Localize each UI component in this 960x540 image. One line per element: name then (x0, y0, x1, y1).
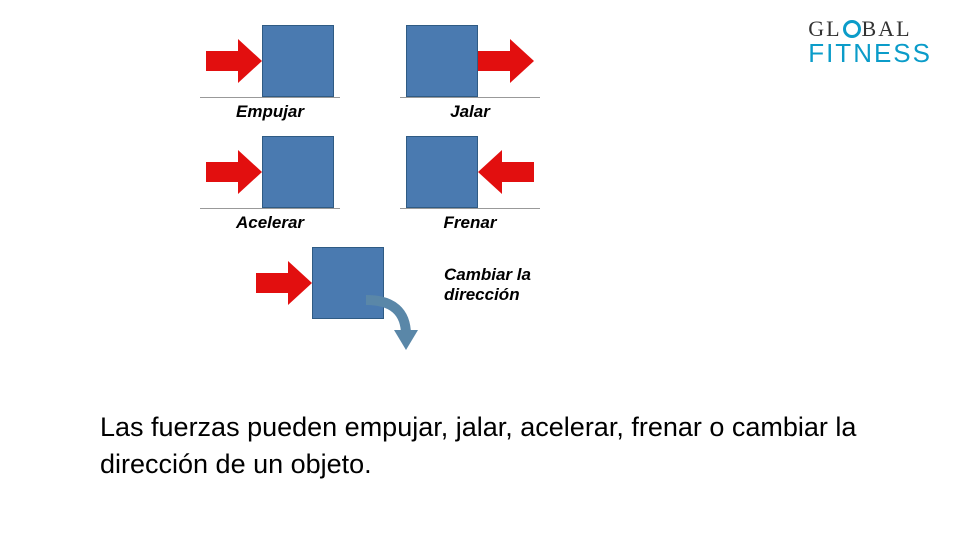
label-cambiar-line2: dirección (444, 285, 531, 305)
cell-cambiar: Cambiar la dirección (256, 247, 531, 319)
curve-arrow-icon (356, 295, 426, 355)
item-acelerar (206, 136, 334, 208)
label-acelerar: Acelerar (236, 213, 304, 233)
label-cambiar-line1: Cambiar la (444, 265, 531, 285)
diagram-row-2: Acelerar Frenar (200, 136, 720, 233)
arrow-right-icon (478, 37, 534, 85)
forces-diagram: Empujar Jalar Acelerar (200, 25, 720, 333)
box-shape (262, 136, 334, 208)
arrow-right-icon (206, 37, 262, 85)
ground-line (400, 136, 540, 209)
box-shape (406, 25, 478, 97)
logo-text-pre: GL (808, 18, 841, 40)
ground-line (400, 25, 540, 98)
globe-icon (843, 20, 861, 38)
label-empujar: Empujar (236, 102, 304, 122)
cell-jalar: Jalar (400, 25, 540, 122)
label-cambiar: Cambiar la dirección (444, 265, 531, 305)
ground-line (200, 25, 340, 98)
caption-text: Las fuerzas pueden empujar, jalar, acele… (100, 409, 860, 482)
arrow-right-icon (206, 148, 262, 196)
item-frenar (406, 136, 534, 208)
diagram-row-1: Empujar Jalar (200, 25, 720, 122)
cell-empujar: Empujar (200, 25, 340, 122)
box-shape (262, 25, 334, 97)
arrow-right-icon (256, 259, 312, 307)
brand-logo: GL BAL FITNESS (808, 18, 932, 66)
label-jalar: Jalar (450, 102, 490, 122)
logo-bottom-line: FITNESS (808, 40, 932, 66)
ground-line (200, 136, 340, 209)
item-jalar (406, 25, 534, 97)
logo-text-post: BAL (862, 18, 912, 40)
cell-acelerar: Acelerar (200, 136, 340, 233)
box-shape (406, 136, 478, 208)
diagram-row-3: Cambiar la dirección (200, 247, 720, 319)
logo-top-line: GL BAL (808, 18, 932, 40)
cell-frenar: Frenar (400, 136, 540, 233)
item-cambiar (256, 247, 384, 319)
label-frenar: Frenar (444, 213, 497, 233)
arrow-left-icon (478, 148, 534, 196)
item-empujar (206, 25, 334, 97)
